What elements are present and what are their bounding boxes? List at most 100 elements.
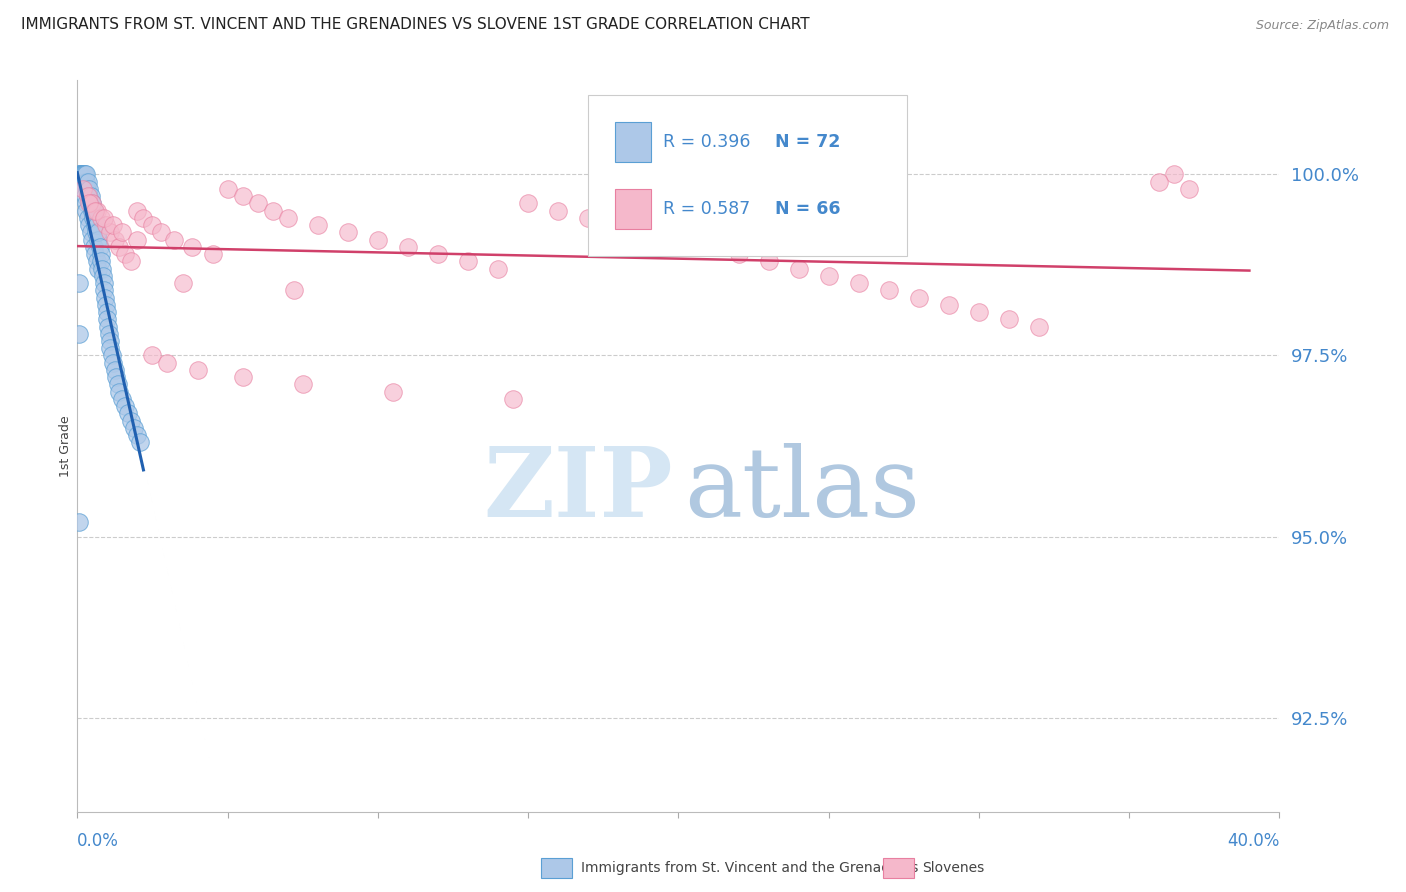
Point	[94, 298, 117, 312]
Point	[232, 370, 254, 384]
Point	[100, 225, 122, 239]
Point	[76, 211, 98, 225]
Point	[283, 283, 305, 297]
Point	[90, 254, 112, 268]
Point	[668, 233, 690, 247]
Point	[111, 225, 134, 239]
Point	[998, 312, 1021, 326]
Point	[517, 196, 540, 211]
Point	[70, 168, 93, 182]
Point	[172, 276, 194, 290]
Point	[108, 240, 131, 254]
Point	[96, 305, 118, 319]
Point	[232, 189, 254, 203]
Point	[89, 240, 111, 254]
Point	[100, 341, 122, 355]
Point	[120, 414, 142, 428]
Point	[73, 168, 96, 182]
Text: Source: ZipAtlas.com: Source: ZipAtlas.com	[1256, 19, 1389, 31]
Point	[91, 261, 114, 276]
Text: Slovenes: Slovenes	[922, 861, 984, 875]
Point	[114, 247, 136, 261]
Point	[75, 196, 97, 211]
Point	[187, 363, 209, 377]
Point	[98, 334, 121, 348]
Point	[97, 326, 120, 341]
Text: Immigrants from St. Vincent and the Grenadines: Immigrants from St. Vincent and the Gren…	[581, 861, 918, 875]
Point	[427, 247, 450, 261]
Point	[91, 268, 114, 283]
Point	[75, 203, 97, 218]
FancyBboxPatch shape	[614, 121, 651, 161]
Point	[727, 247, 749, 261]
Point	[127, 233, 149, 247]
Point	[124, 421, 146, 435]
Point	[83, 240, 105, 254]
Point	[70, 175, 93, 189]
Text: IMMIGRANTS FROM ST. VINCENT AND THE GRENADINES VS SLOVENE 1ST GRADE CORRELATION : IMMIGRANTS FROM ST. VINCENT AND THE GREN…	[21, 17, 810, 31]
Point	[69, 168, 91, 182]
Point	[79, 182, 101, 196]
Point	[938, 298, 960, 312]
Point	[107, 377, 129, 392]
Point	[1028, 319, 1050, 334]
Point	[307, 218, 329, 232]
Point	[114, 399, 136, 413]
Point	[156, 356, 179, 370]
Point	[103, 218, 125, 232]
Point	[1149, 175, 1171, 189]
Point	[162, 233, 184, 247]
Point	[72, 182, 94, 196]
Point	[67, 168, 90, 182]
Point	[367, 233, 389, 247]
Point	[94, 291, 117, 305]
Point	[69, 168, 91, 182]
Point	[76, 182, 98, 196]
Point	[76, 189, 98, 203]
Text: N = 72: N = 72	[775, 133, 839, 151]
Point	[84, 211, 107, 225]
Point	[381, 384, 404, 399]
Point	[396, 240, 419, 254]
Point	[73, 189, 96, 203]
Point	[576, 211, 599, 225]
Point	[607, 218, 630, 232]
Point	[82, 196, 104, 211]
Point	[217, 182, 239, 196]
Point	[111, 392, 134, 406]
Point	[967, 305, 990, 319]
Point	[80, 203, 103, 218]
Text: R = 0.396: R = 0.396	[662, 133, 751, 151]
Point	[94, 218, 117, 232]
Point	[67, 326, 90, 341]
Point	[180, 240, 202, 254]
Point	[67, 276, 90, 290]
Point	[277, 211, 299, 225]
Point	[150, 225, 173, 239]
Point	[84, 247, 107, 261]
Point	[83, 203, 105, 218]
Point	[75, 168, 97, 182]
Point	[101, 349, 124, 363]
Point	[90, 247, 112, 261]
Point	[1163, 168, 1185, 182]
Point	[262, 203, 284, 218]
Point	[787, 261, 810, 276]
Point	[502, 392, 524, 406]
Point	[76, 175, 98, 189]
Point	[86, 254, 108, 268]
Point	[141, 218, 163, 232]
Point	[132, 211, 155, 225]
Point	[80, 225, 103, 239]
Point	[72, 175, 94, 189]
Point	[79, 196, 101, 211]
Point	[105, 370, 128, 384]
Point	[93, 211, 115, 225]
Point	[127, 203, 149, 218]
Point	[97, 319, 120, 334]
Text: R = 0.587: R = 0.587	[662, 200, 749, 218]
Point	[72, 168, 94, 182]
Point	[120, 254, 142, 268]
Point	[908, 291, 931, 305]
FancyBboxPatch shape	[588, 95, 907, 256]
